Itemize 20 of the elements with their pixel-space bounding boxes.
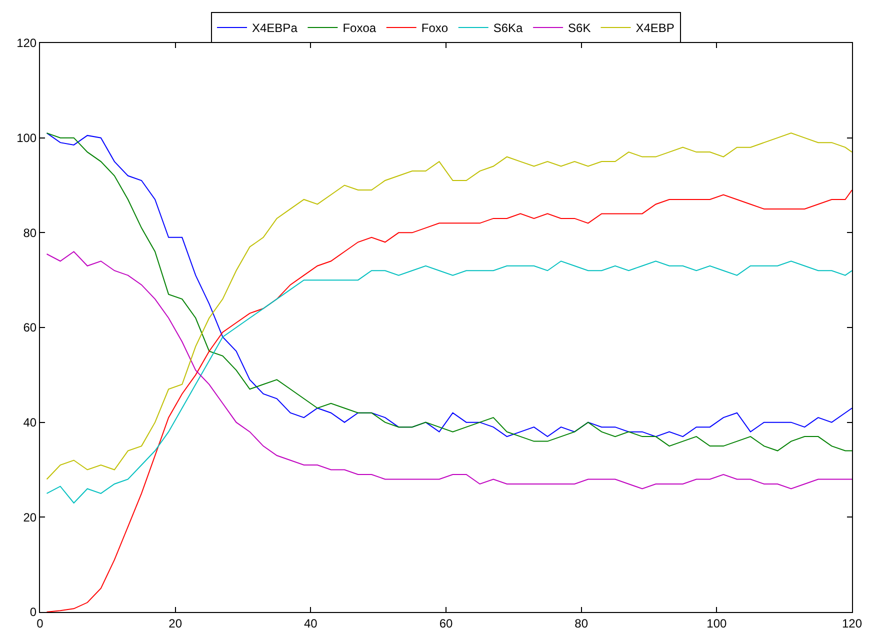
x-tick-label: 80 [574,616,588,630]
y-tick-label: 60 [23,320,37,335]
y-tick-label: 0 [30,605,37,620]
legend-label: X4EBPa [252,21,298,36]
y-tick-label: 100 [16,131,37,146]
legend-label: S6K [568,21,591,36]
y-tick-label: 40 [23,416,37,430]
y-tick-label: 120 [16,36,37,50]
y-tick-label: 20 [23,510,37,524]
x-tick-label: 60 [439,616,453,630]
x-tick-label: 120 [842,616,862,630]
legend-label: Foxoa [342,21,376,36]
x-tick-label: 40 [304,616,318,630]
legend-label: S6Ka [493,21,524,36]
x-tick-label: 100 [706,616,727,630]
legend-label: X4EBP [636,21,674,36]
y-tick-label: 80 [23,226,37,240]
legend-label: Foxo [421,21,448,36]
x-tick-label: 20 [168,616,182,630]
line-series [46,189,852,612]
